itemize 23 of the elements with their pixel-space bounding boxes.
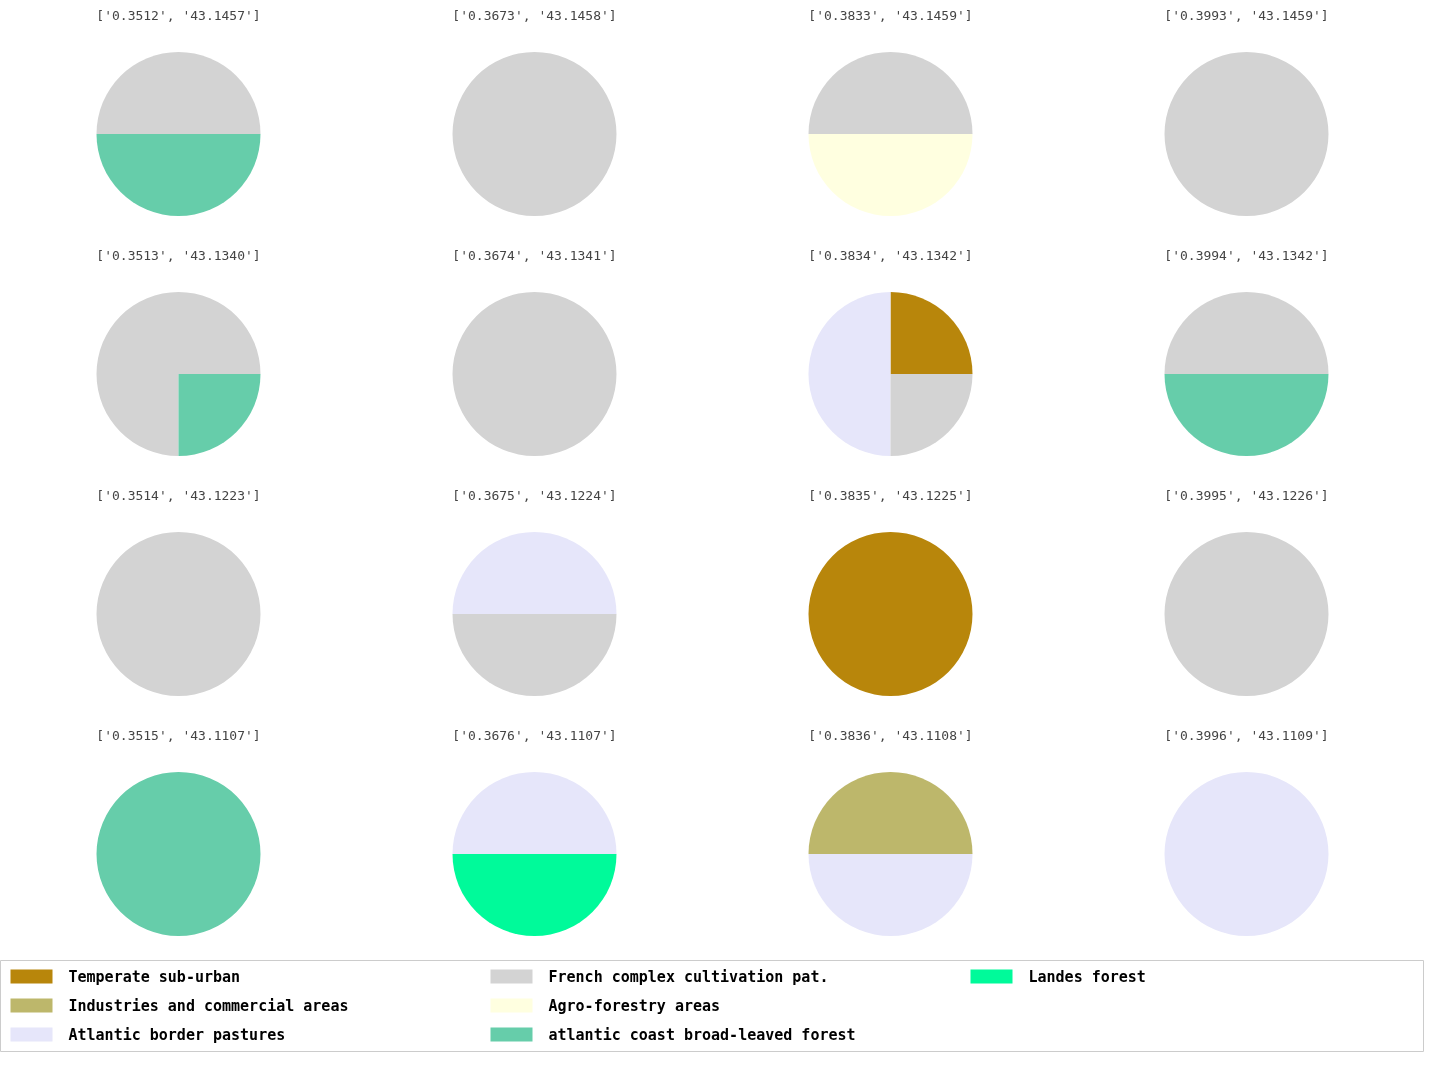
legend-label: Atlantic border pastures [68,1025,286,1044]
chart-title: ['0.3834', '43.1342'] [808,247,973,263]
chart-title: ['0.3833', '43.1459'] [808,7,973,23]
chart-title: ['0.3993', '43.1459'] [1164,7,1329,23]
legend-label: Industries and commercial areas [68,996,349,1015]
chart-title: ['0.3675', '43.1224'] [452,487,617,503]
chart-title: ['0.3674', '43.1341'] [452,247,617,263]
legend-label: Temperate sub-urban [68,967,241,986]
chart-title: ['0.3514', '43.1223'] [96,487,261,503]
chart-title: ['0.3996', '43.1109'] [1164,727,1329,743]
chart-title: ['0.3835', '43.1225'] [808,487,973,503]
chart-title: ['0.3676', '43.1107'] [452,727,617,743]
chart-title: ['0.3513', '43.1340'] [96,247,261,263]
legend-label: Landes forest [1028,967,1146,986]
legend-label: French complex cultivation pat. [548,967,829,986]
chart-title: ['0.3673', '43.1458'] [452,7,617,23]
chart-title: ['0.3512', '43.1457'] [96,7,261,23]
legend-label: Agro-forestry areas [548,996,721,1015]
chart-title: ['0.3995', '43.1226'] [1164,487,1329,503]
chart-title: ['0.3994', '43.1342'] [1164,247,1329,263]
chart-title: ['0.3515', '43.1107'] [96,727,261,743]
chart-title: ['0.3836', '43.1108'] [808,727,973,743]
legend-label: atlantic coast broad-leaved forest [548,1025,856,1044]
